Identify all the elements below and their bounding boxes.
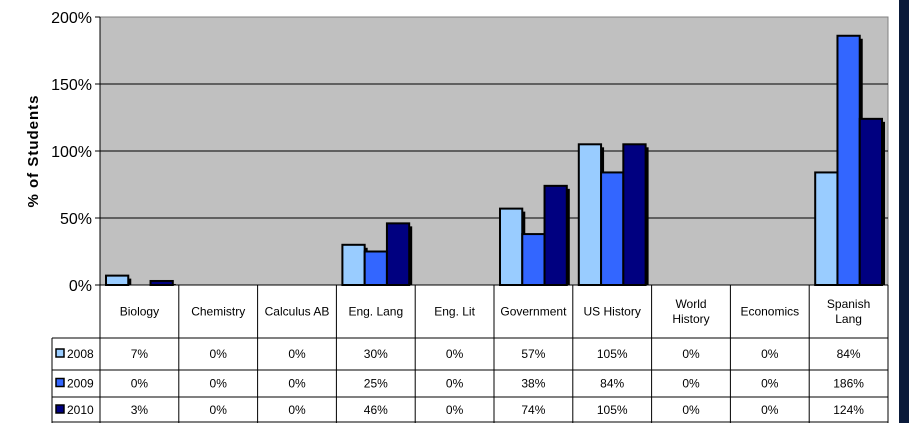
cell-value: 0%: [288, 403, 306, 417]
category-label-line: History: [672, 312, 709, 326]
bar-2008-0: [105, 274, 130, 286]
cell-value: 0%: [131, 377, 149, 391]
cell-value: 105%: [597, 347, 628, 361]
category-label: Eng. Lit: [434, 305, 475, 319]
data-table: Biology Chemistry Calculus AB Eng. Lang Eng.…: [51, 284, 889, 423]
bar-2009-3: [363, 250, 388, 286]
bar-2008-5: [499, 207, 524, 286]
cell-value: 0%: [288, 377, 306, 391]
cell-value: 0%: [682, 403, 700, 417]
cell-value: 84%: [837, 347, 861, 361]
category-label-line: Spanish: [827, 297, 870, 311]
category-label-line: Calculus AB: [265, 305, 330, 319]
cell-value: 0%: [210, 377, 228, 391]
bars: [105, 34, 885, 287]
y-tick-label: 100%: [51, 144, 92, 161]
cell-value: 124%: [833, 403, 864, 417]
y-tick-label: 200%: [51, 10, 92, 27]
bar-2009-5: [521, 233, 546, 286]
category-label-line: Government: [500, 305, 567, 319]
y-axis: 0% 50% 100% 150% 200%: [51, 10, 101, 295]
cell-value: 0%: [446, 347, 464, 361]
cell-value: 30%: [364, 347, 388, 361]
bar-2010-6: [622, 143, 647, 286]
cell-value: 0%: [288, 347, 306, 361]
category-label-line: US History: [584, 305, 641, 319]
bar-2010-0: [149, 279, 174, 287]
category-label: Calculus AB: [265, 305, 330, 319]
bar-2008-6: [577, 143, 603, 286]
y-tick-label: 150%: [51, 77, 92, 94]
cell-value: 38%: [521, 377, 545, 391]
legend-label-2010: 2010: [67, 403, 94, 417]
cell-value: 84%: [600, 377, 624, 391]
category-label: Chemistry: [191, 305, 245, 319]
cell-value: 0%: [761, 347, 779, 361]
bar-2008-9: [814, 171, 839, 286]
cell-value: 25%: [364, 377, 388, 391]
cell-value: 0%: [761, 403, 779, 417]
cell-value: 74%: [521, 403, 545, 417]
cell-value: 105%: [597, 403, 628, 417]
cell-value: 57%: [521, 347, 545, 361]
cell-value: 0%: [446, 403, 464, 417]
bar-2010-9: [858, 117, 884, 286]
cell-value: 0%: [761, 377, 779, 391]
bar-2010-5: [543, 184, 568, 286]
legend-label-2008: 2008: [67, 347, 94, 361]
category-label-line: Lang: [835, 312, 862, 326]
legend-label-2009: 2009: [67, 377, 94, 391]
cell-value: 7%: [131, 347, 149, 361]
category-label-line: World: [675, 297, 706, 311]
bar-2008-3: [341, 243, 366, 287]
cell-value: 3%: [131, 403, 149, 417]
category-label: Spanish Lang: [827, 297, 870, 326]
y-tick-label: 0%: [69, 278, 92, 295]
cell-value: 0%: [446, 377, 464, 391]
slide-edge-strip: [899, 0, 909, 423]
plot-area: [99, 16, 889, 286]
legend-key-2010: [55, 404, 65, 414]
legend-key-2009: [55, 377, 65, 388]
bar-2010-3: [385, 222, 411, 286]
category-label-line: Chemistry: [191, 305, 245, 319]
category-label: US History: [584, 305, 641, 319]
bar-2009-9: [836, 34, 861, 287]
category-label: Economics: [740, 305, 799, 319]
category-label: Government: [500, 305, 567, 319]
cell-value: 46%: [364, 403, 388, 417]
category-label-line: Biology: [120, 305, 159, 319]
category-label-line: Eng. Lang: [348, 305, 403, 319]
y-axis-title: % of Students: [25, 95, 42, 208]
y-tick-label: 50%: [60, 211, 92, 228]
cell-value: 0%: [210, 403, 228, 417]
category-label-line: Eng. Lit: [434, 305, 475, 319]
legend-key-2008: [55, 348, 65, 358]
category-label: Biology: [120, 305, 159, 319]
category-label-line: Economics: [740, 305, 799, 319]
cell-value: 186%: [833, 377, 864, 391]
bar-2009-6: [600, 171, 625, 286]
cell-value: 0%: [682, 347, 700, 361]
cell-value: 0%: [682, 377, 700, 391]
category-label: Eng. Lang: [348, 305, 403, 319]
category-label: World History: [672, 297, 709, 326]
cell-value: 0%: [210, 347, 228, 361]
